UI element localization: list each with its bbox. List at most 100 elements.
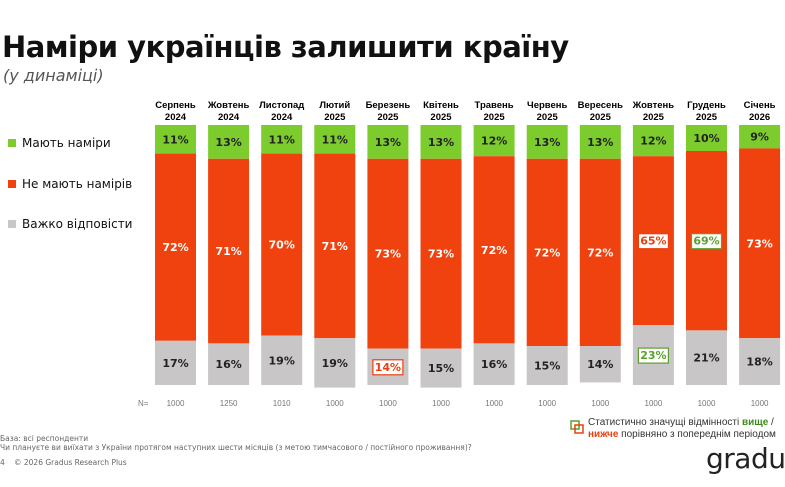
- data-label: 72%: [587, 246, 613, 259]
- legend-label: Мають наміри: [22, 136, 111, 150]
- category-label: Серпень: [155, 100, 196, 111]
- significance-box: [690, 233, 723, 250]
- bar-segment: [473, 156, 515, 344]
- n-value: 1000: [326, 399, 344, 408]
- bar-segment: [261, 125, 303, 154]
- data-label: 11%: [269, 133, 295, 146]
- bar-segment: [208, 125, 250, 159]
- category-label: Вересень: [578, 100, 623, 111]
- data-label: 10%: [693, 132, 719, 145]
- data-label: 14%: [587, 358, 613, 371]
- category-label: 2025: [430, 112, 452, 123]
- n-value: 1000: [751, 399, 769, 408]
- bar-segment: [579, 346, 621, 383]
- n-value: 1010: [273, 399, 291, 408]
- data-label: 14%: [375, 361, 401, 374]
- bar-segment: [579, 158, 621, 346]
- data-label: 16%: [215, 358, 241, 371]
- sig-higher: вище: [741, 417, 769, 428]
- n-value: 1000: [538, 399, 556, 408]
- copyright: © 2026 Gradus Research Plus: [14, 458, 127, 467]
- legend-swatch: [8, 220, 16, 228]
- significance-box: [372, 359, 404, 376]
- data-label: 13%: [587, 136, 613, 149]
- data-label: 16%: [481, 358, 507, 371]
- bar-segment: [208, 158, 250, 344]
- legend-swatch: [8, 139, 16, 147]
- data-label: 73%: [746, 237, 772, 250]
- bar-segment: [208, 343, 250, 385]
- category-label: Жовтень: [207, 100, 250, 111]
- bar-segment: [314, 125, 356, 154]
- data-label: 13%: [428, 136, 454, 149]
- data-label: 17%: [162, 357, 188, 370]
- category-label: 2025: [484, 112, 506, 123]
- category-label: 2025: [377, 112, 399, 123]
- bar-segment: [686, 125, 727, 151]
- bar-segment: [367, 125, 409, 159]
- bar-segment: [261, 335, 303, 385]
- n-value: 1000: [645, 399, 663, 408]
- category-label: 2026: [749, 112, 770, 123]
- legend-not-intend: Не мають намірів: [8, 177, 132, 191]
- data-label: 15%: [534, 360, 560, 373]
- bar-segment: [473, 125, 515, 157]
- stacked-bar-chart: N=Серпень202411%72%17%1000Жовтень202413%…: [138, 100, 781, 408]
- page-number: 4: [0, 458, 5, 467]
- bar-segment: [155, 125, 196, 154]
- footer-base: База: всі респонденти: [0, 434, 89, 443]
- legend-swatch: [8, 180, 16, 188]
- data-label: 69%: [693, 235, 719, 248]
- category-label: 2025: [696, 112, 718, 123]
- category-label: 2024: [218, 112, 240, 123]
- data-label: 13%: [375, 136, 401, 149]
- category-label: Жовтень: [632, 100, 675, 111]
- legend-hard: Важко відповісти: [8, 217, 132, 231]
- bar-segment: [261, 153, 303, 336]
- bar-segment: [739, 338, 781, 385]
- page-title: Наміри українців залишити країну: [2, 30, 569, 64]
- category-label: 2024: [165, 112, 187, 123]
- n-value: 1000: [167, 399, 185, 408]
- n-value: 1000: [379, 399, 397, 408]
- significance-note: Статистично значущі відмінності вище / н…: [588, 417, 776, 441]
- bar-segment: [473, 343, 515, 385]
- data-label: 21%: [693, 352, 719, 365]
- data-label: 72%: [534, 246, 560, 259]
- sig-text: Статистично значущі відмінності: [588, 417, 742, 428]
- footer-question: Чи плануєте ви виїхати з України протяго…: [0, 443, 472, 452]
- category-label: Березень: [366, 100, 411, 111]
- data-label: 15%: [428, 362, 454, 375]
- data-label: 13%: [534, 136, 560, 149]
- bar-segment: [314, 153, 356, 339]
- category-label: 2025: [324, 112, 346, 123]
- category-label: Лютий: [319, 100, 350, 111]
- category-label: 2025: [590, 112, 612, 123]
- category-label: Грудень: [687, 100, 726, 111]
- n-value: 1000: [698, 399, 716, 408]
- bar-segment: [314, 338, 356, 388]
- data-label: 72%: [481, 244, 507, 257]
- category-label: 2025: [537, 112, 559, 123]
- category-label: 2025: [643, 112, 665, 123]
- sig-text: порівняно з попереднім періодом: [618, 429, 776, 440]
- data-label: 13%: [215, 136, 241, 149]
- bar-segment: [420, 125, 462, 159]
- bar-segment: [739, 125, 781, 149]
- bar-segment: [526, 346, 568, 385]
- data-label: 65%: [640, 235, 666, 248]
- category-label: Червень: [527, 100, 567, 111]
- bar-segment: [155, 153, 196, 341]
- bar-segment: [579, 125, 621, 159]
- data-label: 71%: [322, 240, 348, 253]
- data-label: 70%: [269, 239, 295, 252]
- category-label: Листопад: [259, 100, 304, 111]
- category-label: Травень: [475, 100, 514, 111]
- bar-segment: [632, 125, 674, 157]
- bar-segment: [739, 148, 781, 339]
- bar-segment: [155, 340, 196, 385]
- significance-icon: [570, 420, 584, 434]
- significance-box: [637, 347, 670, 364]
- n-value: 1000: [485, 399, 503, 408]
- data-label: 9%: [750, 131, 769, 144]
